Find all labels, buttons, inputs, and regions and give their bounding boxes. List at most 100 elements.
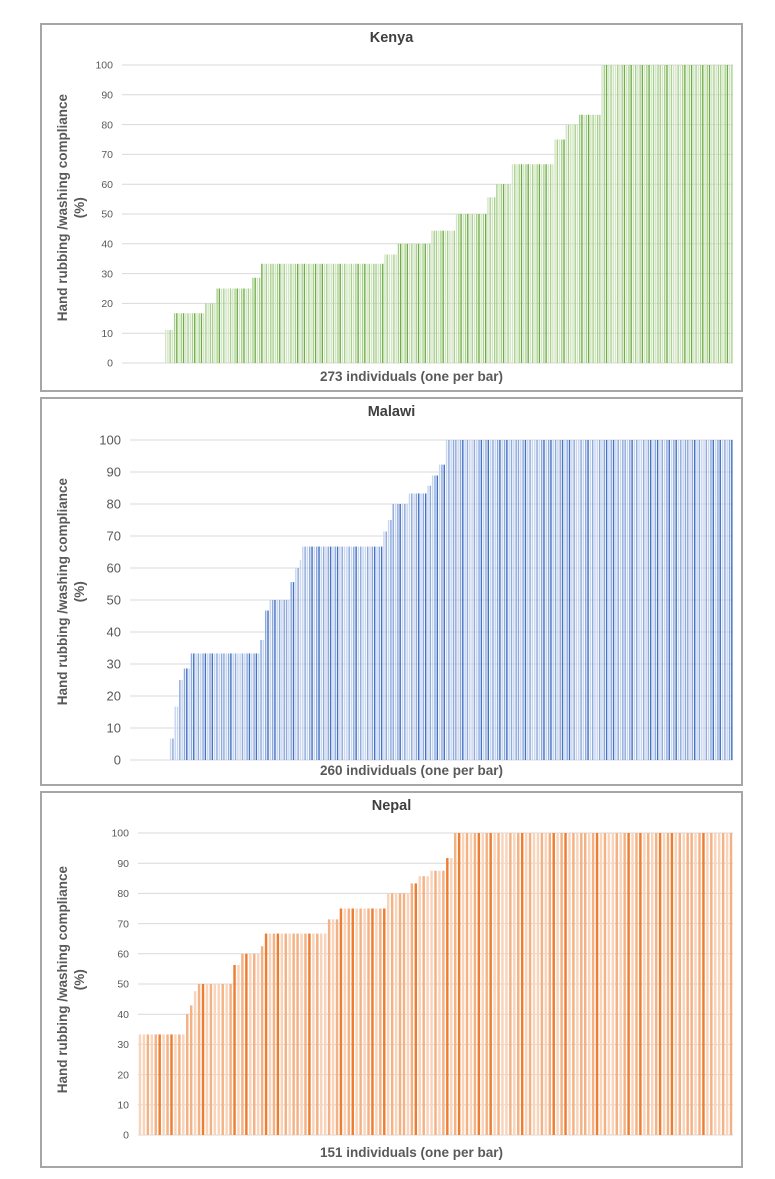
compliance-bar [608,65,610,363]
compliance-bar [668,65,670,363]
compliance-bar [492,440,494,760]
compliance-bar [173,313,176,363]
compliance-bar [601,440,603,760]
compliance-bar [631,833,634,1135]
compliance-bar [661,65,664,363]
compliance-bar [457,833,461,1135]
compliance-bar [589,440,592,760]
compliance-bar [587,114,590,364]
compliance-bar [244,653,246,760]
compliance-bar [438,870,441,1135]
compliance-bar [598,440,601,760]
compliance-bar [209,303,212,363]
compliance-bar [186,1014,189,1135]
compliance-bar [487,197,489,363]
compliance-bar [601,65,603,363]
compliance-bar [158,1034,161,1135]
compliance-bar [299,560,302,760]
compliance-bar [401,504,404,760]
compliance-bar [689,440,691,760]
compliance-bar [422,243,424,363]
compliance-bar [640,440,643,760]
compliance-bar [420,493,422,760]
y-axis-label-text: Hand rubbing /washing compliance [55,865,71,1094]
compliance-bar [517,440,520,760]
compliance-bar [556,833,559,1135]
compliance-bar [525,164,527,363]
y-tick-label: 50 [107,593,121,608]
compliance-bar [369,546,371,760]
compliance-bar [643,65,646,363]
compliance-bar [232,653,234,760]
compliance-bar [473,214,476,363]
compliance-bar [325,546,327,760]
y-tick-label: 40 [107,625,121,640]
compliance-bar [319,263,321,363]
compliance-bar [329,546,332,760]
compliance-bar [279,263,281,363]
compliance-bar [478,440,480,760]
compliance-bar [529,164,532,363]
compliance-bar [494,440,496,760]
compliance-bar [229,288,232,363]
compliance-bar [265,263,268,363]
compliance-bar [411,243,413,363]
compliance-bar [413,243,415,363]
compliance-bar [514,164,516,363]
compliance-bar [659,65,661,363]
compliance-bar [200,313,203,363]
compliance-bar [295,568,297,760]
compliance-bar [594,114,597,364]
compliance-bar [550,440,552,760]
y-tick-label: 30 [117,1039,129,1051]
compliance-bar [717,65,720,363]
compliance-bar [366,263,368,363]
compliance-bar [702,65,704,363]
y-axis-label-text: Hand rubbing /washing compliance [55,477,71,706]
compliance-bar [292,933,295,1135]
compliance-bar [626,440,629,760]
compliance-bar [655,65,657,363]
compliance-bar [536,440,538,760]
compliance-bar [567,124,570,363]
y-tick-label: 20 [117,1069,129,1081]
compliance-bar [431,230,433,363]
compliance-bar [334,546,336,760]
compliance-bar [276,263,279,363]
compliance-bar [726,65,729,363]
compliance-bar [391,254,393,363]
compliance-bar [721,833,725,1135]
compliance-bar [308,263,310,363]
compliance-bar [540,440,543,760]
compliance-bar [585,114,588,364]
compliance-bar [476,440,478,760]
compliance-bar [249,953,252,1135]
chart-panel-kenya-inner: 0 10 20 30 40 50 60 70 80 90 100 Kenya Hand rubbin… [42,25,741,390]
compliance-bar [223,653,225,760]
compliance-bar [438,230,440,363]
compliance-bar [543,440,545,760]
compliance-bar [564,833,567,1135]
compliance-bar [239,653,241,760]
compliance-bar [728,65,731,363]
compliance-bar [687,440,689,760]
compliance-bar [469,214,471,363]
compliance-bar [451,230,453,363]
compliance-bar [643,833,646,1135]
compliance-bar [622,440,624,760]
chart-panel-nepal-inner: 0 10 20 30 40 50 60 70 80 90 100 Nepal Hand rubbin… [42,793,741,1166]
compliance-bar [343,908,347,1135]
compliance-bar [654,833,658,1135]
compliance-bar [677,440,680,760]
compliance-bar [430,870,433,1135]
y-tick-label: 0 [107,358,113,370]
compliance-bar [288,263,290,363]
compliance-bar [270,263,272,363]
compliance-bar [575,440,578,760]
compliance-bar [327,546,330,760]
compliance-bar [442,230,444,363]
compliance-bar [554,440,557,760]
compliance-bar [402,893,406,1135]
compliance-bar [528,833,532,1135]
compliance-bar [691,440,694,760]
